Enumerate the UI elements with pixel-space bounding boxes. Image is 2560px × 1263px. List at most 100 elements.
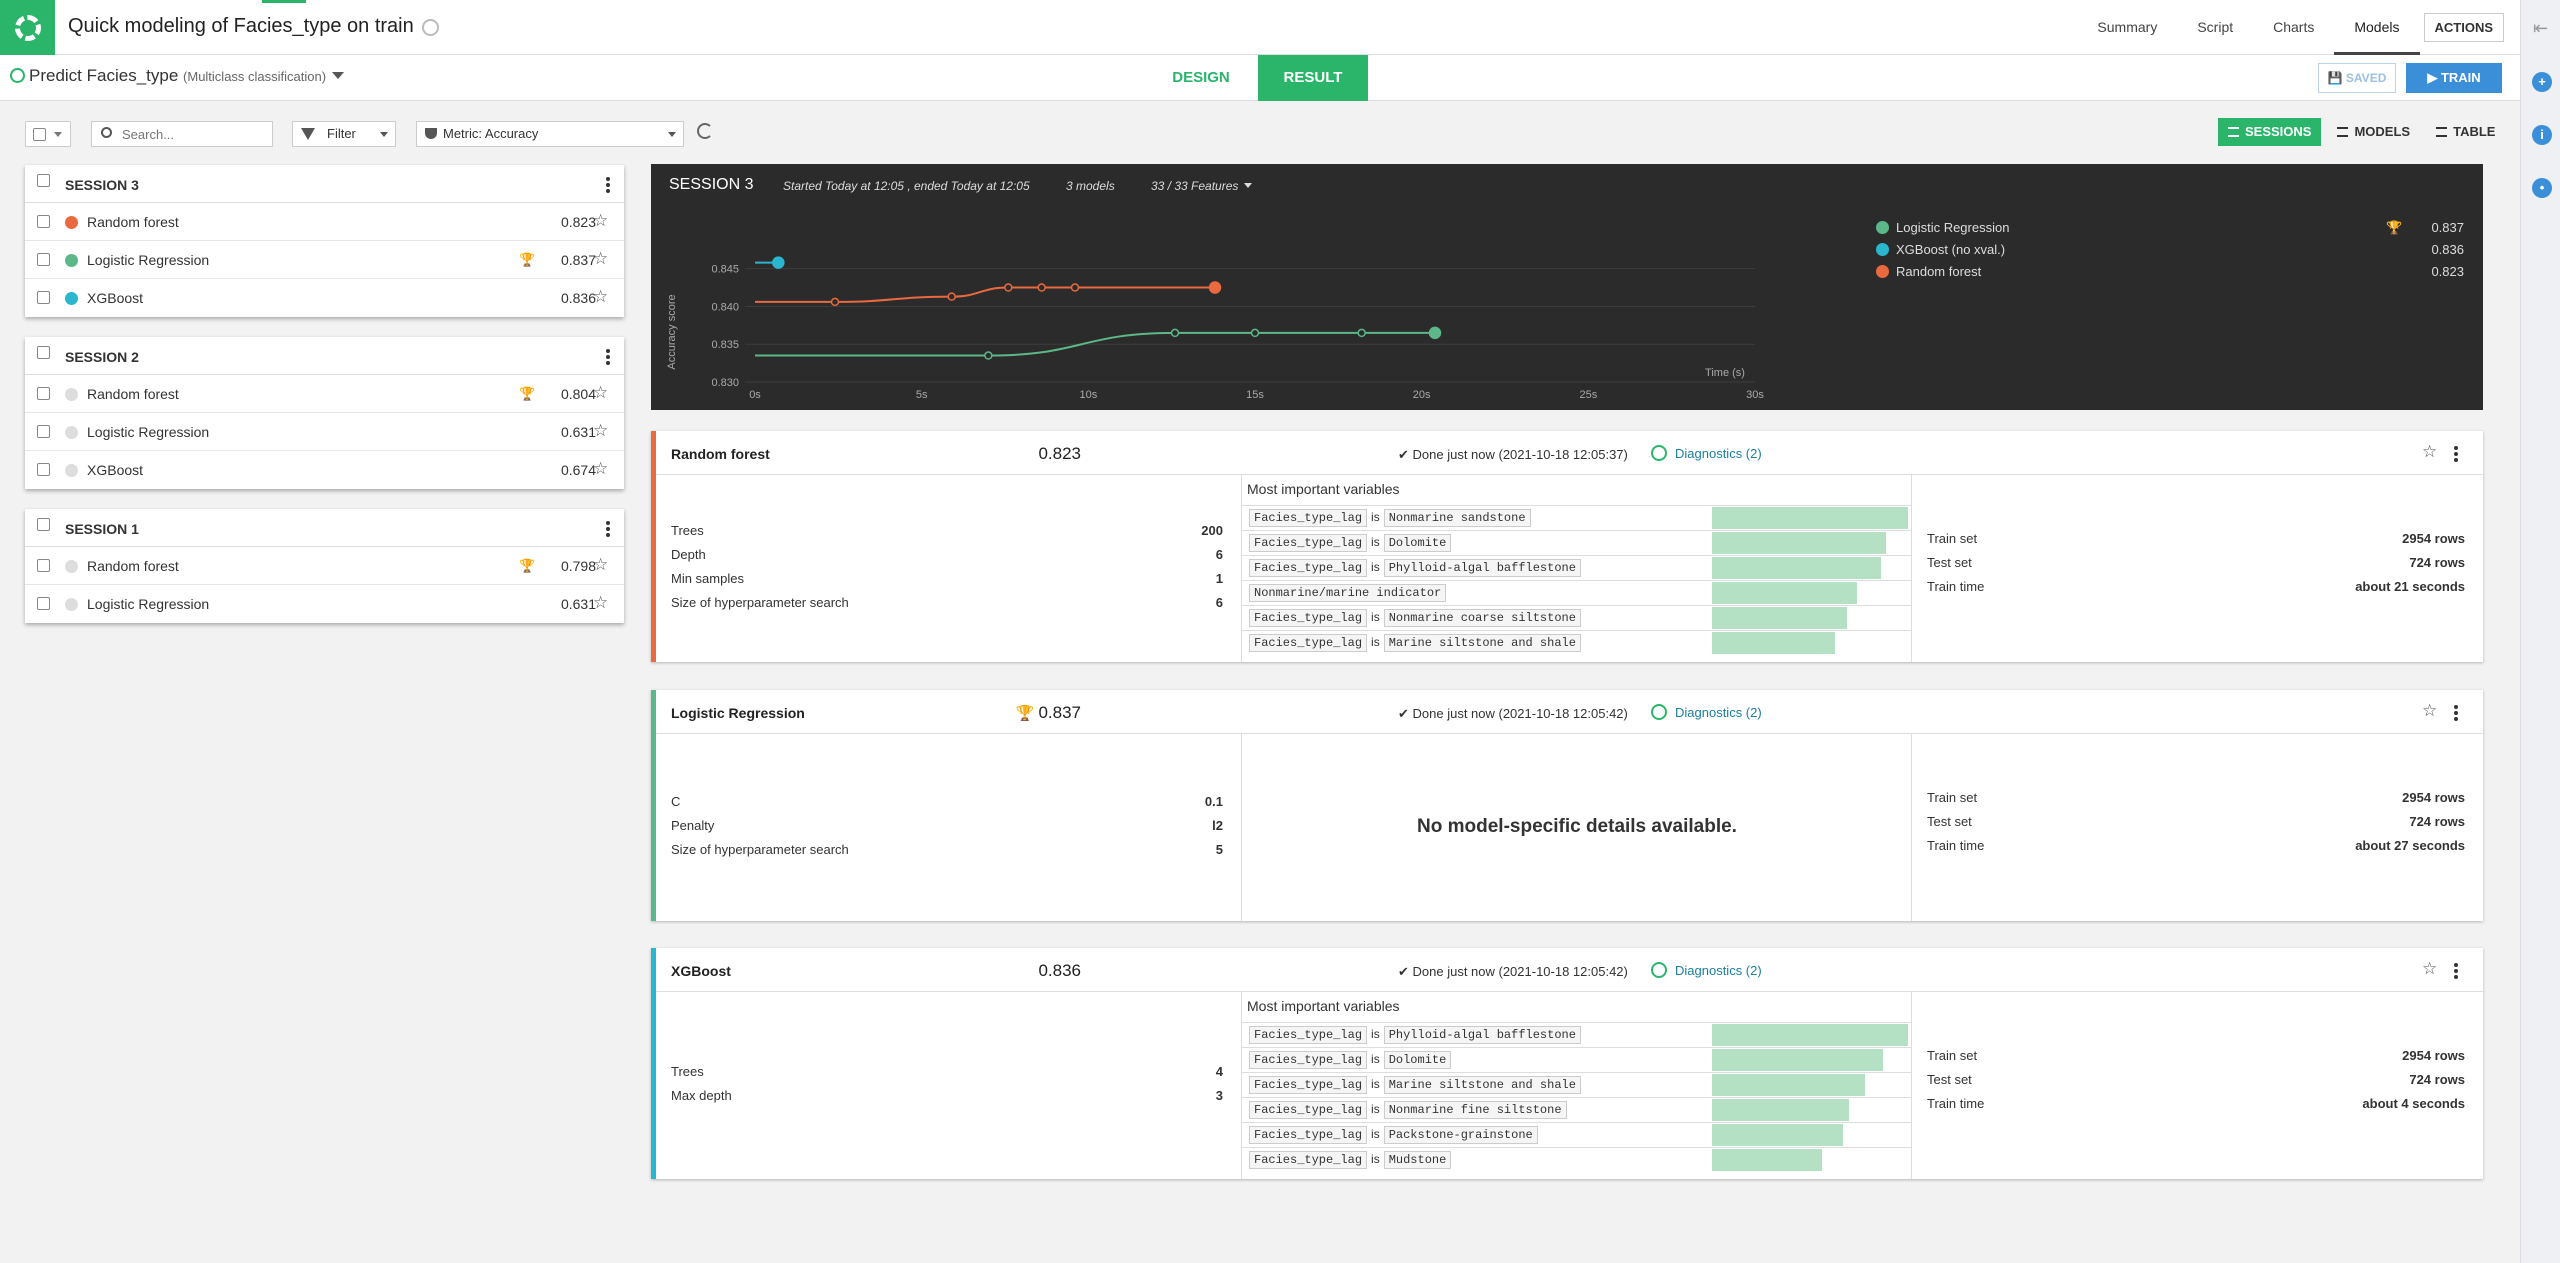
session-checkbox[interactable] bbox=[37, 174, 50, 187]
app-logo[interactable] bbox=[0, 0, 55, 55]
data-point[interactable] bbox=[830, 297, 840, 307]
nav-models[interactable]: Models bbox=[2334, 0, 2420, 55]
session-model-row[interactable]: Logistic Regression 🏆 0.837 ☆ bbox=[25, 241, 624, 279]
model-checkbox[interactable] bbox=[37, 559, 50, 572]
legend-item[interactable]: XGBoost (no xval.) 0.836 bbox=[1876, 240, 2466, 262]
variables-title: Most important variables bbox=[1247, 481, 1400, 497]
session-model-row[interactable]: Random forest 0.823 ☆ bbox=[25, 203, 624, 241]
train-info: Train set 2954 rows Test set 724 rows Train … bbox=[1912, 992, 2483, 1179]
data-point[interactable] bbox=[1250, 328, 1260, 338]
model-card-name[interactable]: Random forest bbox=[671, 446, 770, 462]
model-name[interactable]: Random forest bbox=[87, 558, 179, 574]
star-icon[interactable]: ☆ bbox=[593, 593, 609, 612]
model-checkbox[interactable] bbox=[37, 425, 50, 438]
collapse-arrow-icon[interactable]: ⇤ bbox=[2533, 18, 2549, 38]
data-point[interactable] bbox=[1357, 328, 1366, 338]
model-checkbox[interactable] bbox=[37, 463, 50, 476]
model-checkbox[interactable] bbox=[37, 387, 50, 400]
importance-bar bbox=[1712, 1049, 1883, 1071]
model-card-name[interactable]: XGBoost bbox=[671, 963, 731, 979]
chat-icon[interactable]: • bbox=[2532, 178, 2552, 198]
star-icon[interactable]: ☆ bbox=[593, 383, 609, 402]
saved-button[interactable]: 💾 SAVED bbox=[2318, 63, 2396, 93]
train-info-label: Train set bbox=[1927, 790, 1978, 805]
search-input[interactable] bbox=[122, 124, 267, 144]
more-menu-icon[interactable] bbox=[2454, 705, 2458, 723]
star-icon[interactable]: ☆ bbox=[2422, 701, 2438, 720]
model-name[interactable]: XGBoost bbox=[87, 462, 144, 478]
refresh-icon[interactable] bbox=[697, 123, 713, 139]
session-model-row[interactable]: XGBoost 0.674 ☆ bbox=[25, 451, 624, 489]
more-menu-icon[interactable] bbox=[2454, 963, 2458, 981]
session-checkbox[interactable] bbox=[37, 518, 50, 531]
data-point[interactable] bbox=[1208, 281, 1222, 294]
star-icon[interactable]: ☆ bbox=[593, 459, 609, 478]
metric-select[interactable]: Metric: Accuracy bbox=[416, 121, 684, 147]
legend-item[interactable]: Logistic Regression 🏆 0.837 bbox=[1876, 218, 2466, 240]
model-checkbox[interactable] bbox=[37, 597, 50, 610]
diagnostics-link[interactable]: Diagnostics (2) bbox=[1651, 962, 1762, 978]
session-model-row[interactable]: XGBoost 0.836 ☆ bbox=[25, 279, 624, 317]
session-model-row[interactable]: Logistic Regression 0.631 ☆ bbox=[25, 413, 624, 451]
model-name[interactable]: Logistic Regression bbox=[87, 424, 210, 440]
legend-item[interactable]: Random forest 0.823 bbox=[1876, 262, 2466, 284]
train-button[interactable]: ▶ TRAIN bbox=[2406, 63, 2502, 93]
info-icon[interactable]: i bbox=[2532, 125, 2552, 145]
legend-color-dot bbox=[1876, 265, 1889, 278]
session-model-row[interactable]: Random forest 🏆 0.804 ☆ bbox=[25, 375, 624, 413]
add-icon[interactable]: + bbox=[2532, 72, 2552, 92]
data-point[interactable] bbox=[1004, 283, 1013, 292]
session-checkbox[interactable] bbox=[37, 346, 50, 359]
diagnostics-link[interactable]: Diagnostics (2) bbox=[1651, 445, 1762, 461]
star-icon[interactable]: ☆ bbox=[593, 287, 609, 306]
nav-script[interactable]: Script bbox=[2197, 19, 2234, 35]
data-point[interactable] bbox=[947, 292, 956, 301]
model-name[interactable]: Random forest bbox=[87, 386, 179, 402]
data-point[interactable] bbox=[1170, 328, 1180, 338]
star-icon[interactable]: ☆ bbox=[2422, 442, 2438, 461]
data-point[interactable] bbox=[1037, 283, 1046, 292]
more-menu-icon[interactable] bbox=[2454, 446, 2458, 464]
variable-importance: No model-specific details available. bbox=[1242, 734, 1912, 921]
model-card-score-wrap: 0.836 bbox=[916, 961, 1081, 981]
model-name[interactable]: Random forest bbox=[87, 214, 179, 230]
actions-button[interactable]: ACTIONS bbox=[2423, 13, 2504, 42]
star-icon[interactable]: ☆ bbox=[593, 211, 609, 230]
session-model-row[interactable]: Random forest 🏆 0.798 ☆ bbox=[25, 547, 624, 585]
nav-summary[interactable]: Summary bbox=[2097, 19, 2158, 35]
more-menu-icon[interactable] bbox=[606, 521, 610, 539]
prediction-selector[interactable]: Predict Facies_type (Multiclass classifi… bbox=[10, 66, 345, 86]
variable-name: Facies_type_lag bbox=[1249, 634, 1368, 652]
view-models[interactable]: MODELS bbox=[2327, 118, 2420, 146]
search-box[interactable] bbox=[91, 121, 273, 147]
model-name[interactable]: Logistic Regression bbox=[87, 252, 210, 268]
session-model-row[interactable]: Logistic Regression 0.631 ☆ bbox=[25, 585, 624, 623]
model-checkbox[interactable] bbox=[37, 253, 50, 266]
tab-design[interactable]: DESIGN bbox=[1172, 69, 1230, 86]
data-point[interactable] bbox=[772, 256, 785, 269]
settings-gear-icon[interactable] bbox=[422, 19, 439, 36]
view-table[interactable]: TABLE bbox=[2426, 118, 2505, 146]
data-point[interactable] bbox=[1428, 326, 1442, 340]
nav-charts[interactable]: Charts bbox=[2273, 19, 2315, 35]
star-icon[interactable]: ☆ bbox=[593, 249, 609, 268]
tab-result[interactable]: RESULT bbox=[1258, 55, 1368, 101]
select-all-dropdown[interactable] bbox=[25, 121, 71, 147]
view-sessions[interactable]: SESSIONS bbox=[2218, 118, 2322, 146]
more-menu-icon[interactable] bbox=[606, 177, 610, 195]
star-icon[interactable]: ☆ bbox=[2422, 959, 2438, 978]
data-point[interactable] bbox=[984, 351, 993, 360]
model-checkbox[interactable] bbox=[37, 291, 50, 304]
filter-dropdown[interactable]: Filter bbox=[292, 121, 396, 147]
star-icon[interactable]: ☆ bbox=[593, 555, 609, 574]
features-dropdown[interactable]: 33 / 33 Features bbox=[1151, 179, 1253, 193]
model-name[interactable]: XGBoost bbox=[87, 290, 144, 306]
more-menu-icon[interactable] bbox=[606, 349, 610, 367]
select-all-checkbox[interactable] bbox=[33, 128, 46, 141]
model-card-name[interactable]: Logistic Regression bbox=[671, 705, 805, 721]
model-name[interactable]: Logistic Regression bbox=[87, 596, 210, 612]
data-point[interactable] bbox=[1070, 283, 1080, 292]
diagnostics-link[interactable]: Diagnostics (2) bbox=[1651, 704, 1762, 720]
model-checkbox[interactable] bbox=[37, 215, 50, 228]
star-icon[interactable]: ☆ bbox=[593, 421, 609, 440]
